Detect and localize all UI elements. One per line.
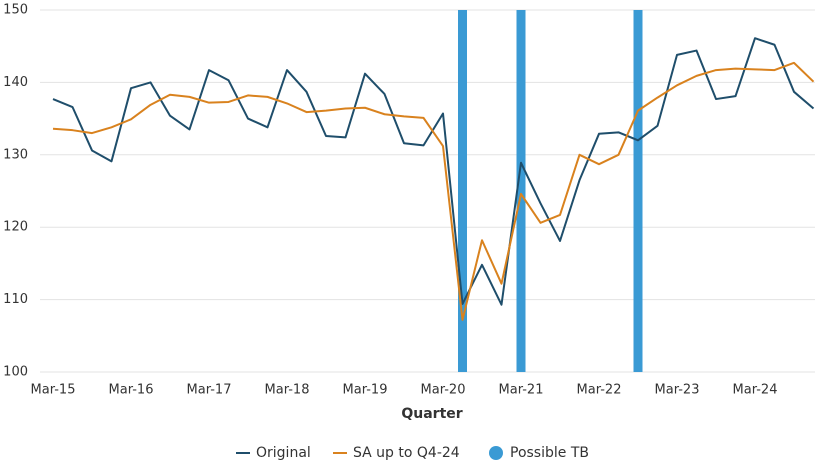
x-tick-label: Mar-19 xyxy=(343,383,388,398)
y-tick-label: 140 xyxy=(3,75,28,90)
legend-marker xyxy=(489,446,503,460)
y-tick-label: 100 xyxy=(3,365,28,380)
x-tick-label: Mar-15 xyxy=(31,383,76,398)
legend-label: Possible TB xyxy=(510,445,589,461)
x-tick-label: Mar-24 xyxy=(733,383,778,398)
tb-bar xyxy=(458,10,467,372)
tb-bar xyxy=(516,10,526,372)
x-tick-label: Mar-16 xyxy=(109,383,154,398)
legend-label: SA up to Q4-24 xyxy=(353,445,460,461)
y-tick-label: 150 xyxy=(3,3,28,18)
y-tick-label: 110 xyxy=(3,292,28,307)
x-tick-label: Mar-21 xyxy=(499,383,544,398)
x-tick-label: Mar-22 xyxy=(577,383,622,398)
x-tick-label: Mar-23 xyxy=(655,383,700,398)
line-series xyxy=(52,61,815,321)
y-tick-label: 120 xyxy=(3,220,28,235)
x-tick-label: Mar-18 xyxy=(265,383,310,398)
x-tick-label: Mar-17 xyxy=(187,383,232,398)
x-tick-label: Mar-20 xyxy=(421,383,466,398)
legend-label: Original xyxy=(256,445,311,461)
tb-bar xyxy=(633,10,643,372)
line-series xyxy=(52,37,815,306)
x-axis-title: Quarter xyxy=(401,406,462,422)
y-tick-label: 130 xyxy=(3,147,28,162)
